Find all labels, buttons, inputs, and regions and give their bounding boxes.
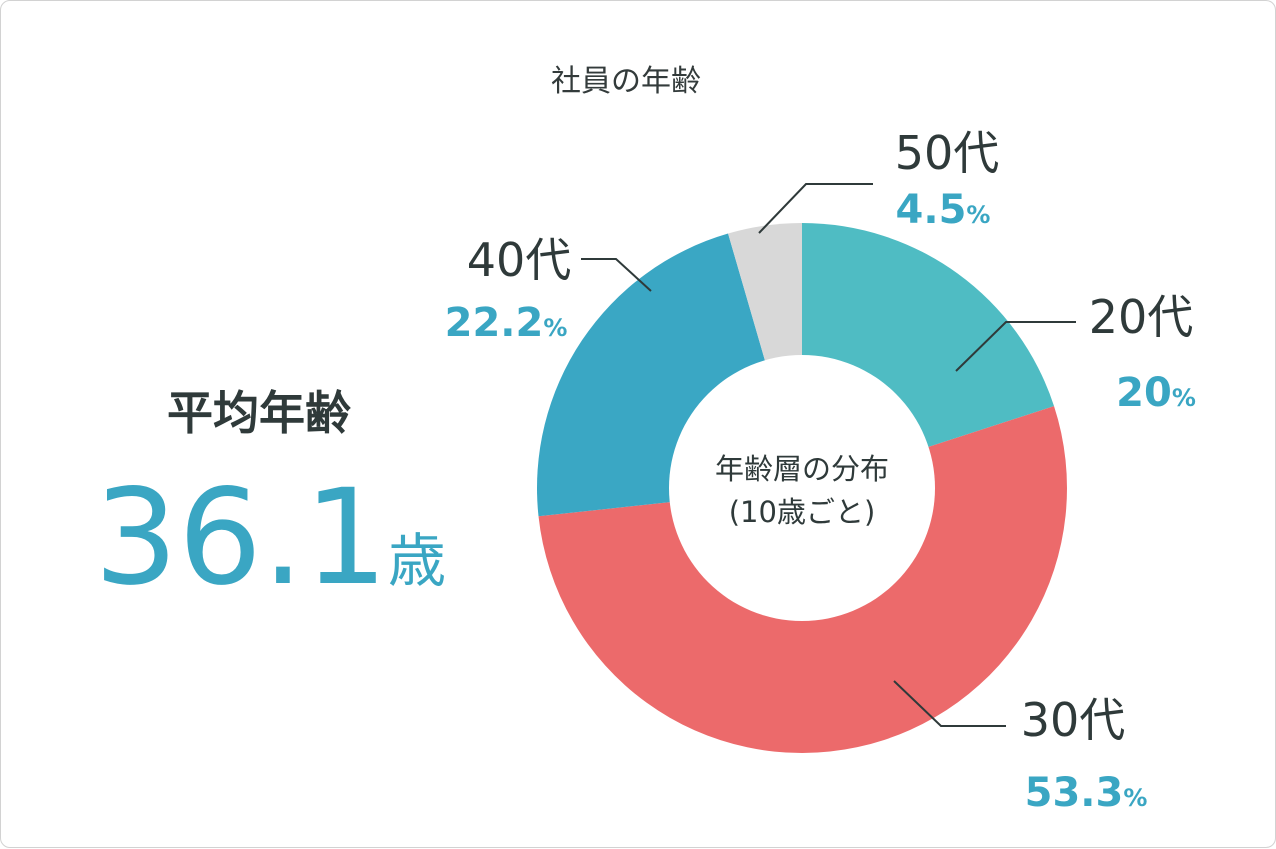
slice-value-40代: 22.2%: [445, 300, 568, 346]
slice-value-30代: 53.3%: [1025, 770, 1148, 816]
center-label-line2: (10歳ごと): [729, 495, 876, 529]
slice-label-40代: 40代: [467, 233, 572, 287]
slice-label-30代: 30代: [1021, 693, 1126, 747]
average-age-label: 平均年齢: [167, 386, 351, 440]
leader-line-30代: [893, 680, 1006, 727]
average-age-unit: 歳: [388, 527, 446, 595]
leader-line-50代: [758, 183, 873, 234]
slice-value-50代: 4.5%: [896, 187, 991, 233]
leader-line-40代: [581, 258, 652, 292]
slice-label-50代: 50代: [895, 126, 1000, 180]
slice-value-20代: 20%: [1116, 370, 1196, 416]
donut-hole: [669, 355, 935, 621]
average-age-value: 36.1: [94, 461, 388, 615]
chart-title: 社員の年齢: [551, 64, 701, 99]
leader-line-20代: [955, 321, 1076, 372]
center-label-line1: 年齢層の分布: [715, 452, 889, 486]
slice-labels: 20代 20% 30代 53.3% 40代 22.2% 50代 4.5%: [445, 126, 1196, 816]
slice-label-20代: 20代: [1089, 290, 1194, 344]
